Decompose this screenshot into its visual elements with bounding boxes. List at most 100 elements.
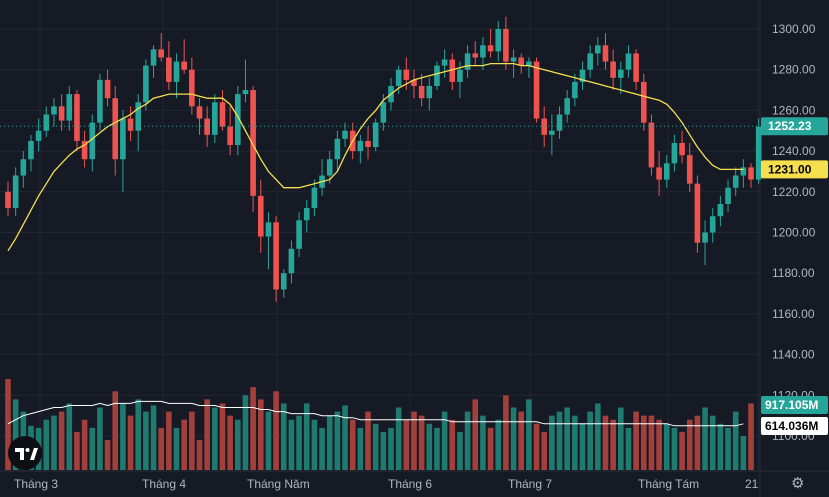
volume-bar xyxy=(143,411,149,470)
volume-bar xyxy=(656,419,662,470)
candle-body xyxy=(503,29,509,62)
candle-body xyxy=(472,53,479,58)
candle-body xyxy=(610,61,616,78)
candle-body xyxy=(564,98,570,115)
volume-bar xyxy=(189,411,195,470)
price-tick-label: 1160.00 xyxy=(772,307,815,321)
candle-body xyxy=(648,122,655,168)
candle-body xyxy=(533,61,540,119)
settings-gear-icon[interactable]: ⚙ xyxy=(791,475,805,492)
volume-bar xyxy=(579,423,586,470)
volume-bar xyxy=(495,419,502,470)
candle-body xyxy=(457,69,463,82)
price-tick-label: 1180.00 xyxy=(772,266,815,280)
candle-body xyxy=(66,94,73,121)
candle-body xyxy=(150,49,157,66)
candle-body xyxy=(158,49,164,58)
volume-bar xyxy=(503,395,509,470)
ma-price-tag-bg xyxy=(761,160,828,179)
candle-body xyxy=(595,45,601,54)
volume-bar xyxy=(510,407,517,470)
volume-bar xyxy=(326,415,333,470)
candle-body xyxy=(58,106,65,121)
candle-body xyxy=(143,65,149,103)
volume-bar xyxy=(89,427,96,470)
volume-bar xyxy=(441,411,448,470)
candle-body xyxy=(5,191,11,209)
candle-body xyxy=(418,85,425,99)
candle-body xyxy=(219,102,226,127)
volume-bar xyxy=(43,419,50,470)
volume-bar xyxy=(740,436,747,470)
candle-body xyxy=(303,208,310,221)
volume-bar xyxy=(725,427,731,470)
candle-body xyxy=(250,90,256,196)
candle-body xyxy=(196,106,203,119)
candle-body xyxy=(464,53,471,70)
candle-body xyxy=(296,220,302,249)
candle-body xyxy=(12,175,19,209)
candle-body xyxy=(380,102,387,123)
volume-bar xyxy=(395,407,402,470)
indicator-lines xyxy=(0,62,760,427)
volume-bar xyxy=(150,405,157,470)
volume-bar xyxy=(388,427,394,470)
candle-body xyxy=(480,45,486,58)
candle-body xyxy=(587,53,593,70)
candle-body xyxy=(189,69,195,107)
volume-bar xyxy=(587,411,593,470)
volume-bar xyxy=(526,399,532,470)
candle-body xyxy=(242,90,249,95)
volume-bar xyxy=(303,403,310,470)
candle-body xyxy=(671,142,678,164)
volume-tag-bg xyxy=(761,396,828,414)
price-axis[interactable]: 1300.00 1280.00 1260.00 1240.00 1220.00 1200.… xyxy=(772,22,816,443)
volume-bar xyxy=(702,407,708,470)
candle-body xyxy=(135,102,142,131)
candle-body xyxy=(326,159,333,176)
volume-bar xyxy=(518,411,525,470)
volume-bar xyxy=(472,399,479,470)
volume-bar xyxy=(342,405,348,470)
tradingview-logo[interactable] xyxy=(8,436,42,470)
volume-bar xyxy=(694,415,701,470)
candle-body xyxy=(663,163,670,180)
candles xyxy=(5,16,762,302)
candle-body xyxy=(127,118,134,131)
last-price-tag: 1252.23 xyxy=(768,119,812,133)
volume-bar xyxy=(51,415,57,470)
volume-bar xyxy=(273,391,279,470)
volume-bar xyxy=(449,419,456,470)
volume-bar xyxy=(572,415,578,470)
last-price-tag-bg xyxy=(761,117,828,136)
candle-body xyxy=(204,118,210,135)
volume-bar xyxy=(748,403,754,470)
volume-ma-tag-bg xyxy=(761,417,828,435)
time-label: Tháng 4 xyxy=(142,477,186,491)
candle-body xyxy=(679,142,685,156)
candle-body xyxy=(120,118,126,160)
volume-bars xyxy=(5,379,754,470)
volume-bar xyxy=(265,411,272,470)
volume-bar xyxy=(135,399,142,470)
volume-bar xyxy=(349,419,356,470)
volume-bar xyxy=(66,403,73,470)
volume-bar xyxy=(127,415,134,470)
volume-bar xyxy=(296,415,302,470)
time-axis[interactable]: Tháng 3 Tháng 4 Tháng Năm Tháng 6 Tháng 7 Thá… xyxy=(0,470,829,491)
price-tick-label: 1240.00 xyxy=(772,144,816,158)
volume-bar xyxy=(633,411,639,470)
volume-bar xyxy=(426,423,433,470)
volume-bar xyxy=(204,399,210,470)
candle-body xyxy=(434,65,440,86)
volume-bar xyxy=(487,427,494,470)
candle-body xyxy=(357,140,364,152)
volume-bar xyxy=(372,423,379,470)
candle-body xyxy=(411,79,417,86)
volume-bar xyxy=(533,423,540,470)
candle-body xyxy=(487,45,494,52)
candle-body xyxy=(166,57,172,82)
volume-bar xyxy=(434,427,440,470)
